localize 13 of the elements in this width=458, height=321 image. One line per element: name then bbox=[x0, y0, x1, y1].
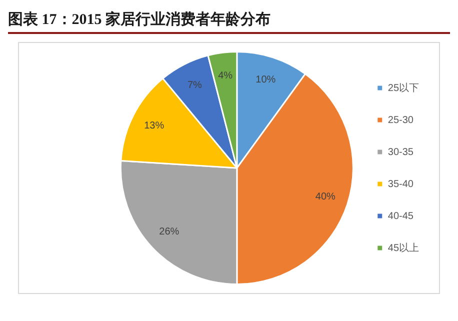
legend-label: 40-45 bbox=[388, 210, 414, 222]
data-label: 7% bbox=[187, 80, 202, 91]
legend-label: 25-30 bbox=[388, 114, 414, 126]
legend-label: 25以下 bbox=[388, 82, 419, 94]
data-label: 4% bbox=[218, 70, 233, 82]
data-label: 26% bbox=[159, 226, 180, 238]
legend-label: 35-40 bbox=[388, 178, 414, 190]
data-label: 10% bbox=[256, 74, 276, 86]
chart-title: 图表 17：2015 家居行业消费者年龄分布 bbox=[8, 10, 272, 30]
legend-label: 45以上 bbox=[388, 242, 419, 254]
data-label: 40% bbox=[315, 191, 336, 202]
data-label: 13% bbox=[144, 120, 164, 132]
legend-label: 30-35 bbox=[388, 146, 414, 158]
